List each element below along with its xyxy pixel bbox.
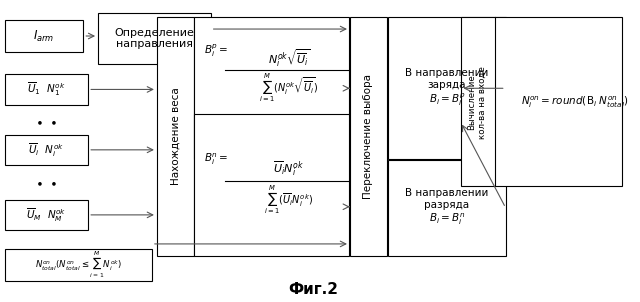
- Text: $B_i^p=$: $B_i^p=$: [204, 43, 228, 59]
- Bar: [194, 18, 349, 159]
- Text: $N_{total}^{on}(N_{total}^{on}\leq\sum_{i=1}^{M}N_i^{ok})$: $N_{total}^{on}(N_{total}^{on}\leq\sum_{…: [35, 250, 122, 280]
- Text: Определение
направления: Определение направления: [115, 27, 195, 49]
- Bar: [194, 114, 349, 255]
- Bar: [157, 18, 194, 255]
- Text: В направлении
заряда
$B_i = B_i^p$: В направлении заряда $B_i = B_i^p$: [405, 68, 488, 108]
- Bar: [461, 18, 622, 186]
- Text: $\overline{U}_i\ \ N_i^{ok}$: $\overline{U}_i\ \ N_i^{ok}$: [28, 141, 65, 159]
- Text: Вычисление
кол-ва на входе: Вычисление кол-ва на входе: [468, 66, 487, 139]
- Text: $B_i^n=$: $B_i^n=$: [204, 151, 228, 167]
- Text: $\overline{U}_1\ \ N_1^{ok}$: $\overline{U}_1\ \ N_1^{ok}$: [27, 81, 66, 98]
- Bar: [350, 18, 387, 255]
- Text: $\bullet\ \bullet$: $\bullet\ \bullet$: [35, 115, 57, 128]
- Text: $N_i^{on}=round(\mathrm{B}_i\ N_{total}^{on})$: $N_i^{on}=round(\mathrm{B}_i\ N_{total}^…: [522, 95, 629, 110]
- Text: $\sum_{i=1}^{M}(N_i^{ok}\sqrt{\overline{U}_i})$: $\sum_{i=1}^{M}(N_i^{ok}\sqrt{\overline{…: [259, 71, 319, 104]
- Bar: [98, 13, 211, 64]
- Text: $I_{arm}$: $I_{arm}$: [33, 28, 55, 43]
- Text: $N_i^{ok}\sqrt{\overline{U}_i}$: $N_i^{ok}\sqrt{\overline{U}_i}$: [268, 47, 310, 69]
- Bar: [5, 20, 83, 52]
- Text: $\overline{U}_i N_i^{ok}$: $\overline{U}_i N_i^{ok}$: [273, 159, 305, 178]
- Text: $\overline{U}_M\ \ N_M^{ok}$: $\overline{U}_M\ \ N_M^{ok}$: [26, 206, 67, 224]
- Bar: [5, 74, 88, 104]
- Bar: [5, 135, 88, 165]
- Text: В направлении
разряда
$B_i = B_i^n$: В направлении разряда $B_i = B_i^n$: [405, 188, 488, 227]
- Text: Нахождение веса: Нахождение веса: [170, 88, 180, 185]
- Text: Переключение выбора: Переключение выбора: [364, 74, 374, 199]
- Bar: [388, 160, 506, 255]
- Text: $\sum_{i=1}^{M}(\overline{U}_i N_i^{ok})$: $\sum_{i=1}^{M}(\overline{U}_i N_i^{ok})…: [264, 183, 314, 216]
- Bar: [5, 200, 88, 230]
- Bar: [5, 249, 152, 281]
- Bar: [388, 18, 506, 159]
- Text: $\bullet\ \bullet$: $\bullet\ \bullet$: [35, 176, 57, 189]
- Text: Фиг.2: Фиг.2: [289, 282, 339, 297]
